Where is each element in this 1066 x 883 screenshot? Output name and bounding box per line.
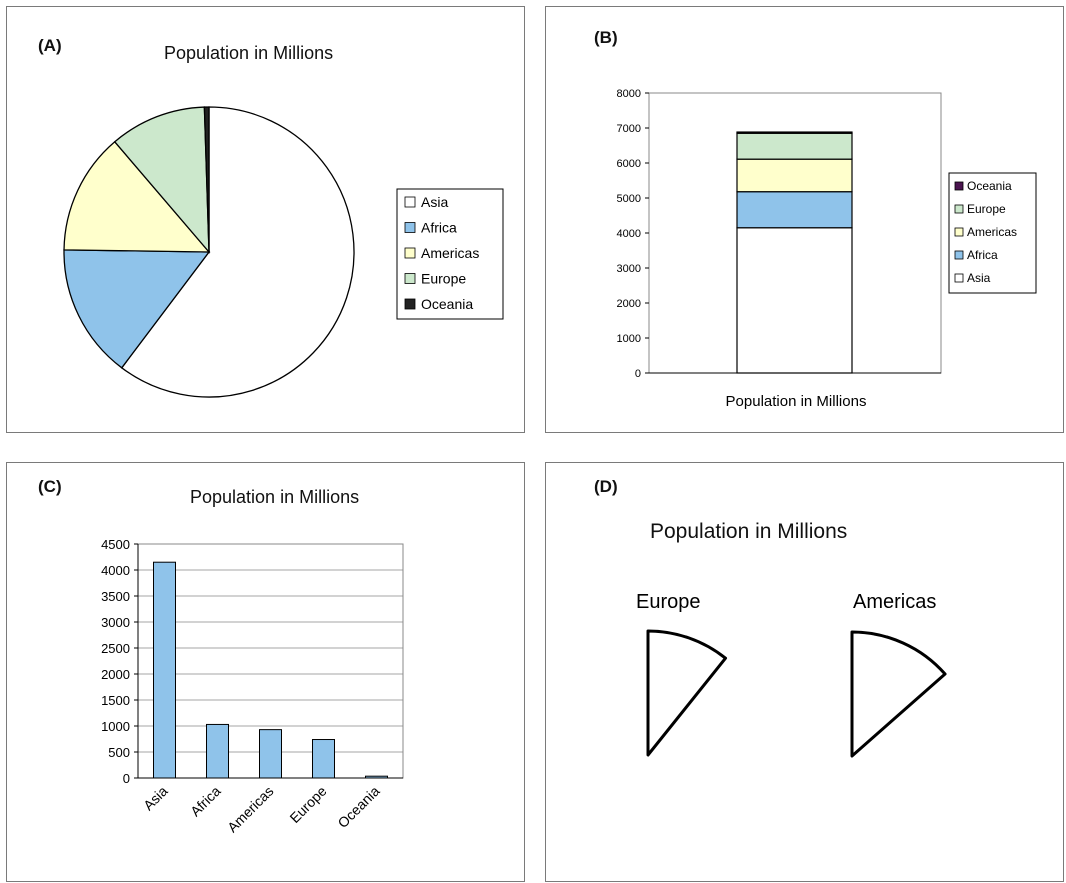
slice-chart-title: Population in Millions xyxy=(650,520,848,543)
pie-slice-europe xyxy=(113,106,210,254)
stacked-x-axis-label: Population in Millions xyxy=(726,393,867,410)
panel-a-label: (A) xyxy=(38,36,62,55)
bar-x-tick-oceania: Oceania xyxy=(334,783,382,831)
pie-legend-label-asia: Asia xyxy=(421,194,448,210)
bar-europe xyxy=(312,739,335,779)
stacked-bar-segment-africa xyxy=(736,191,853,229)
pie-slice-oceania xyxy=(203,106,210,253)
bar-y-tick-4500: 4500 xyxy=(101,537,130,552)
pie-legend-label-africa: Africa xyxy=(421,220,457,236)
pie-legend-swatch-americas xyxy=(404,247,416,259)
bar-americas xyxy=(259,729,282,779)
bar-y-tick-2000: 2000 xyxy=(101,667,130,682)
bar-x-tick-asia: Asia xyxy=(140,783,171,814)
stacked-legend-swatch-asia xyxy=(954,273,964,283)
stacked-bar-segment-americas xyxy=(736,158,853,193)
stacked-y-tick-3000: 3000 xyxy=(617,263,641,275)
bar-x-tick-americas: Americas xyxy=(224,783,277,836)
pie-slice-africa xyxy=(63,249,211,369)
stacked-legend-label-asia: Asia xyxy=(967,271,991,285)
bar-y-tick-3000: 3000 xyxy=(101,615,130,630)
panel-b-stacked-chart: (B) 0 1000 2000 3000 4000 5000 6000 7000 8000 Pop… xyxy=(545,6,1064,433)
pie-legend-label-oceania: Oceania xyxy=(421,296,473,312)
pie-chart-title: Population in Millions xyxy=(164,43,334,63)
slice-europe xyxy=(646,629,728,757)
bar-chart-plot: 0 500 1000 1500 2000 2500 3000 3500 4000 4500 Asia… xyxy=(101,537,404,836)
panel-d-slice-chart: (D) Population in Millions Europe America… xyxy=(545,462,1064,882)
stacked-chart-plot: 0 1000 2000 3000 4000 5000 6000 7000 8000 Populat… xyxy=(617,88,1037,410)
bar-y-tick-0: 0 xyxy=(123,771,130,786)
pie-slice-asia xyxy=(120,106,355,398)
pie-legend-swatch-africa xyxy=(404,222,416,233)
stacked-y-tick-4000: 4000 xyxy=(617,228,641,240)
slice-americas xyxy=(850,630,947,758)
slice-label-europe: Europe xyxy=(636,591,701,613)
stacked-legend-swatch-oceania xyxy=(954,181,964,191)
bar-chart-title: Population in Millions xyxy=(190,487,360,507)
stacked-y-tick-0: 0 xyxy=(635,368,641,380)
stacked-y-tick-1000: 1000 xyxy=(617,333,641,345)
stacked-legend-swatch-americas xyxy=(954,227,964,237)
pie-legend-label-europe: Europe xyxy=(421,271,466,287)
pie-legend-swatch-europe xyxy=(404,273,416,284)
panel-c-label: (C) xyxy=(38,477,62,496)
stacked-legend-label-americas: Americas xyxy=(967,225,1017,239)
bar-oceania xyxy=(365,775,388,779)
bar-asia xyxy=(153,561,176,779)
pie-slice-americas xyxy=(63,140,211,253)
stacked-legend-label-africa: Africa xyxy=(967,248,998,262)
stacked-legend-label-europe: Europe xyxy=(967,202,1006,216)
bar-x-tick-africa: Africa xyxy=(187,783,224,820)
stacked-y-tick-6000: 6000 xyxy=(617,158,641,170)
stacked-legend-box xyxy=(948,172,1037,294)
pie-legend-label-americas: Americas xyxy=(421,245,479,261)
stacked-legend-swatch-europe xyxy=(954,204,964,214)
panel-d-label: (D) xyxy=(594,477,618,496)
stacked-bar-segment-asia xyxy=(736,227,853,374)
panel-c-bar-chart: (C) Population in Millions 0 500 1000 1500 2… xyxy=(6,462,525,882)
bar-y-tick-500: 500 xyxy=(108,745,130,760)
bar-y-tick-2500: 2500 xyxy=(101,641,130,656)
slice-label-americas: Americas xyxy=(853,591,936,613)
stacked-legend-label-oceania: Oceania xyxy=(967,179,1012,193)
stacked-y-tick-7000: 7000 xyxy=(617,123,641,135)
slice-chart-plot: Europe Americas xyxy=(636,591,947,758)
bar-y-tick-1500: 1500 xyxy=(101,693,130,708)
bar-africa xyxy=(206,723,229,779)
panel-a-pie-chart: (A) Population in Millions Asia Africa Ame… xyxy=(6,6,525,433)
bar-x-tick-europe: Europe xyxy=(286,783,329,826)
bar-y-tick-1000: 1000 xyxy=(101,719,130,734)
bar-y-tick-4000: 4000 xyxy=(101,563,130,578)
pie-legend-swatch-oceania xyxy=(404,298,416,310)
stacked-bar-segment-oceania xyxy=(736,131,853,134)
stacked-legend-swatch-africa xyxy=(954,250,964,260)
bar-y-tick-3500: 3500 xyxy=(101,589,130,604)
stacked-y-tick-5000: 5000 xyxy=(617,193,641,205)
pie-legend-swatch-asia xyxy=(404,196,416,208)
pie-chart-plot: Asia Africa Americas Europe Oceania xyxy=(63,106,504,398)
stacked-y-tick-8000: 8000 xyxy=(617,88,641,100)
stacked-y-tick-2000: 2000 xyxy=(617,298,641,310)
stacked-bar-segment-europe xyxy=(736,132,853,160)
panel-b-label: (B) xyxy=(594,28,618,47)
